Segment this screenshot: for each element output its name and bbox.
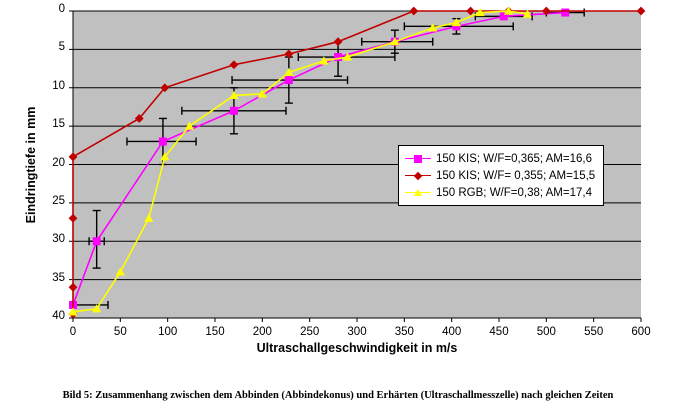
legend-label: 150 KIS; W/F= 0,355; AM=15,5 bbox=[436, 169, 596, 182]
x-axis-tick-label: 150 bbox=[205, 326, 225, 338]
figure-caption: Bild 5: Zusammenhang zwischen dem Abbind… bbox=[62, 390, 614, 401]
data-point-marker bbox=[451, 17, 461, 27]
x-axis-tick-label: 300 bbox=[347, 326, 367, 338]
x-axis-tick-label: 450 bbox=[489, 326, 509, 338]
data-point-marker bbox=[428, 23, 438, 32]
x-axis-tick-label: 600 bbox=[631, 326, 651, 338]
data-point-marker bbox=[503, 6, 514, 15]
data-point-marker bbox=[636, 6, 646, 16]
x-axis-title: Ultraschallgeschwindigkeit in m/s bbox=[256, 341, 458, 355]
legend-marker-square-icon bbox=[414, 154, 422, 163]
data-point-marker bbox=[333, 37, 343, 47]
x-axis-tick-label: 500 bbox=[536, 326, 556, 338]
data-point-marker bbox=[144, 213, 154, 222]
data-point-marker bbox=[390, 37, 400, 46]
data-point-marker bbox=[541, 6, 551, 16]
data-point-marker bbox=[160, 83, 170, 93]
data-point-marker bbox=[229, 60, 239, 70]
legend-swatch bbox=[405, 186, 431, 200]
x-axis-tick-label: 200 bbox=[252, 326, 272, 338]
x-axis-tick-label: 100 bbox=[158, 326, 178, 338]
y-axis-tick-label: 30 bbox=[52, 233, 65, 246]
x-axis-tick-label: 0 bbox=[69, 326, 77, 338]
data-point-marker bbox=[284, 67, 294, 76]
y-axis-tick-label: 35 bbox=[52, 271, 65, 284]
legend-marker-triangle-icon bbox=[414, 188, 422, 196]
y-axis-tick-label: 0 bbox=[58, 3, 65, 15]
legend-label: 150 KIS; W/F=0,365; AM=16,6 bbox=[436, 152, 592, 165]
y-axis-tick-label: 25 bbox=[52, 194, 65, 207]
data-point-marker bbox=[184, 121, 195, 130]
data-point-marker bbox=[475, 7, 485, 17]
data-point-marker bbox=[257, 89, 267, 98]
y-axis-tick-label: 20 bbox=[52, 156, 65, 169]
data-point-marker bbox=[409, 6, 419, 16]
legend-item: 150 KIS; W/F=0,365; AM=16,6 bbox=[405, 150, 595, 167]
data-point-marker bbox=[284, 76, 293, 85]
x-axis-tick-label: 550 bbox=[584, 326, 604, 338]
data-point-marker bbox=[115, 267, 125, 276]
data-point-marker bbox=[68, 213, 78, 223]
x-axis-tick-label: 250 bbox=[300, 326, 320, 338]
data-point-marker bbox=[284, 49, 294, 59]
y-axis-tick-label: 5 bbox=[58, 41, 65, 54]
legend-label: 150 RGB; W/F=0,38; AM=17,4 bbox=[436, 186, 592, 199]
x-axis-tick-label: 350 bbox=[394, 326, 414, 338]
data-point-marker bbox=[466, 6, 475, 16]
data-point-marker bbox=[229, 106, 238, 115]
data-point-marker bbox=[68, 152, 78, 162]
data-point-marker bbox=[522, 9, 532, 18]
y-axis-tick-label: 10 bbox=[52, 79, 65, 92]
data-point-marker bbox=[319, 56, 329, 65]
x-axis-tick-label: 400 bbox=[442, 326, 462, 338]
data-point-marker bbox=[68, 307, 78, 316]
data-point-marker bbox=[92, 304, 102, 313]
data-point-marker bbox=[229, 90, 239, 100]
series-line bbox=[72, 11, 566, 306]
legend-marker-diamond-icon bbox=[413, 171, 423, 180]
y-axis-tick-label: 40 bbox=[52, 310, 65, 322]
legend-swatch bbox=[405, 152, 431, 166]
legend-item: 150 KIS; W/F= 0,355; AM=15,5 bbox=[405, 167, 595, 184]
data-point-marker bbox=[158, 137, 167, 146]
y-axis-tick-label: 15 bbox=[52, 118, 65, 131]
x-axis-tick-label: 50 bbox=[113, 326, 127, 338]
data-point-marker bbox=[342, 52, 353, 61]
legend-item: 150 RGB; W/F=0,38; AM=17,4 bbox=[405, 184, 595, 201]
legend-swatch bbox=[405, 169, 431, 183]
data-point-marker bbox=[452, 22, 461, 31]
data-point-marker bbox=[134, 114, 144, 123]
data-point-marker bbox=[92, 237, 101, 246]
data-point-marker bbox=[561, 8, 570, 17]
data-point-marker bbox=[160, 152, 170, 161]
data-point-marker bbox=[334, 53, 343, 62]
chart-legend: 150 KIS; W/F=0,365; AM=16,6 150 KIS; W/F=… bbox=[398, 145, 605, 206]
data-point-marker bbox=[68, 282, 78, 292]
data-point-marker bbox=[499, 12, 508, 21]
